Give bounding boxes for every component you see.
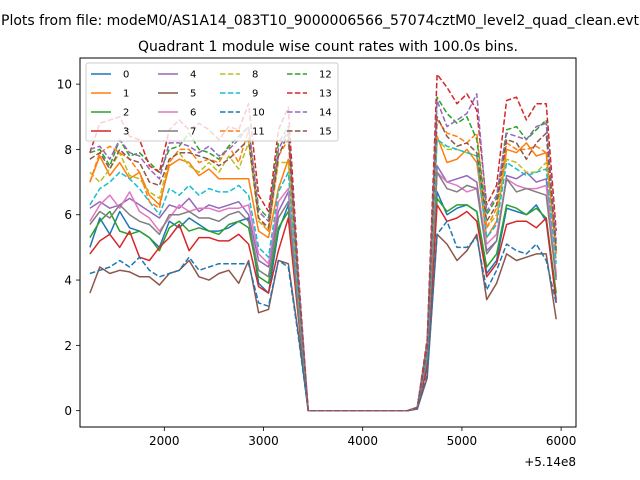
y-tick-label: 4 (64, 274, 72, 288)
y-tick-label: 10 (57, 78, 72, 92)
series-layer (89, 73, 557, 412)
x-offset-label: +5.14e8 (524, 455, 576, 469)
figure-suptitle: Plots from file: modeM0/AS1A14_083T10_90… (1, 13, 639, 29)
legend-label-2: 2 (123, 108, 129, 119)
legend-label-15: 15 (319, 127, 332, 138)
legend-label-9: 9 (252, 89, 258, 100)
legend-label-0: 0 (123, 70, 129, 81)
legend-label-12: 12 (319, 70, 332, 81)
series-line-15 (89, 116, 557, 412)
legend-label-10: 10 (252, 108, 265, 119)
legend-label-8: 8 (252, 70, 258, 81)
chart-title: Quadrant 1 module wise count rates with … (138, 39, 518, 55)
legend-label-14: 14 (319, 108, 332, 119)
y-tick-label: 2 (64, 339, 72, 353)
y-tick-label: 0 (64, 404, 72, 418)
plot-frame (79, 57, 577, 428)
x-tick-label: 5000 (447, 434, 478, 448)
x-tick-label: 2000 (149, 434, 180, 448)
x-tick-label: 3000 (248, 434, 279, 448)
legend-label-6: 6 (190, 108, 196, 119)
legend-box (85, 62, 339, 142)
series-line-14 (89, 93, 557, 412)
y-tick-label: 8 (64, 143, 72, 157)
x-axis: 2000 3000 4000 5000 6000 (149, 427, 576, 448)
x-tick-label: 6000 (546, 434, 577, 448)
x-tick-label: 4000 (347, 434, 378, 448)
legend-label-7: 7 (190, 127, 196, 138)
legend-label-5: 5 (190, 89, 196, 100)
legend-label-11: 11 (252, 127, 265, 138)
legend-label-3: 3 (123, 127, 129, 138)
legend-label-13: 13 (319, 89, 332, 100)
series-line-9 (89, 138, 557, 412)
y-axis: 0 2 4 6 8 10 (57, 78, 80, 418)
legend-label-1: 1 (123, 89, 129, 100)
y-tick-label: 6 (64, 208, 72, 222)
legend-label-4: 4 (190, 70, 196, 81)
